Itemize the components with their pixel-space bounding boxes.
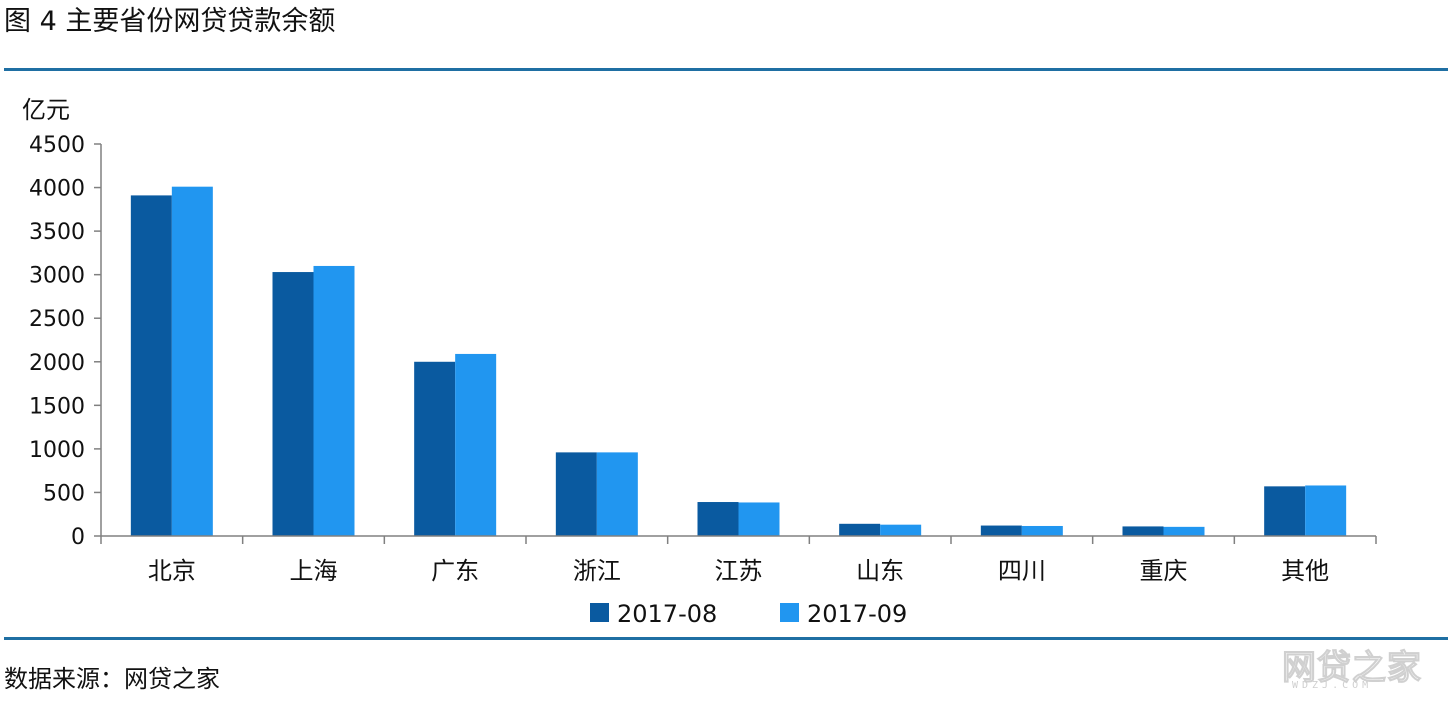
- x-axis-ticks: 北京 上海 广东 浙江 江苏 山东 四川 重庆 其他: [100, 536, 1377, 585]
- x-category-label: 其他: [1281, 557, 1329, 585]
- bar-2017-09-北京: [171, 186, 213, 536]
- bar-2017-09-广东: [455, 353, 497, 536]
- watermark-subtext: WDZJ.COM: [1292, 680, 1373, 691]
- bar-2017-08-其他: [1264, 486, 1306, 536]
- watermark-text: 网贷之家: [1282, 648, 1422, 689]
- y-tick-label: 0: [71, 525, 85, 550]
- y-tick-label: 2000: [29, 351, 85, 376]
- y-tick-label: 4000: [29, 177, 85, 202]
- y-tick-label: 500: [43, 481, 85, 506]
- bar-2017-08-浙江: [555, 452, 597, 536]
- bar-2017-09-上海: [313, 265, 355, 536]
- bar-2017-09-山东: [880, 524, 922, 536]
- bar-2017-08-广东: [414, 361, 456, 536]
- y-axis-label: 亿元: [22, 96, 70, 124]
- y-tick-label: 2500: [29, 307, 85, 332]
- legend-swatch: [780, 603, 799, 622]
- x-category-label: 四川: [998, 557, 1046, 585]
- y-tick-label: 1000: [29, 438, 85, 463]
- legend: 2017-08 2017-09: [590, 600, 907, 628]
- x-category-label: 江苏: [715, 557, 763, 585]
- bar-2017-09-四川: [1021, 525, 1063, 536]
- bar-chart: 亿元 050010001500200025003000350040004500 …: [22, 96, 1377, 628]
- data-source-note: 数据来源：网贷之家: [4, 665, 220, 693]
- bar-2017-08-重庆: [1122, 526, 1164, 536]
- bar-2017-09-其他: [1305, 485, 1347, 536]
- y-tick-label: 3500: [29, 220, 85, 245]
- bottom-rule: [4, 637, 1448, 640]
- x-category-label: 山东: [856, 557, 904, 585]
- bar-2017-08-山东: [839, 523, 881, 536]
- y-tick-label: 1500: [29, 394, 85, 419]
- bar-2017-09-浙江: [596, 452, 638, 536]
- bar-2017-09-江苏: [738, 502, 780, 536]
- x-category-label: 北京: [148, 557, 196, 585]
- bar-2017-08-北京: [130, 195, 172, 536]
- bar-2017-08-江苏: [697, 502, 739, 536]
- watermark-logo: 网贷之家 WDZJ.COM: [1282, 640, 1432, 696]
- legend-swatch: [590, 603, 609, 622]
- y-axis-ticks: 0 500 1000 1500 2000 2500 3000 3500 4000 4500: [29, 133, 101, 550]
- y-tick-label: 3000: [29, 264, 85, 289]
- x-category-label: 浙江: [573, 557, 621, 585]
- bar-2017-09-重庆: [1163, 526, 1205, 536]
- x-category-label: 广东: [431, 557, 479, 585]
- y-tick-label: 4500: [29, 133, 85, 158]
- x-category-label: 上海: [290, 557, 338, 585]
- bars-group: [130, 186, 1347, 536]
- bar-2017-08-四川: [980, 525, 1022, 536]
- x-category-label: 重庆: [1140, 557, 1188, 585]
- legend-label: 2017-09: [807, 600, 907, 628]
- top-rule: [4, 68, 1448, 71]
- legend-label: 2017-08: [617, 600, 717, 628]
- bar-2017-08-上海: [272, 272, 314, 536]
- figure-title: 图 4 主要省份网贷贷款余额: [4, 6, 336, 37]
